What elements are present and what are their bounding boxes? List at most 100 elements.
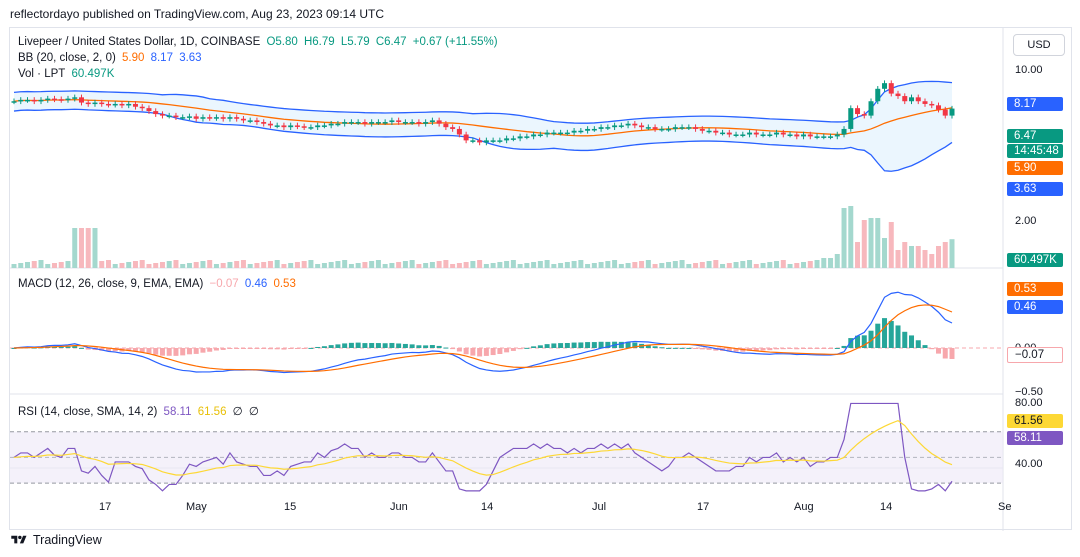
macd-hist-bar [645,344,651,348]
candle-body [490,140,496,142]
volume-bar [902,242,908,268]
chart-canvas[interactable] [10,28,1073,531]
candle-body [11,101,17,103]
volume-bar [497,262,503,268]
macd-hist-bar [335,344,341,348]
macd-hist-bar [308,347,314,349]
symbol-title[interactable]: Livepeer / United States Dollar, 1D, COI… [18,36,261,48]
volume-bar [801,262,807,268]
time-label-may: May [186,501,207,513]
candle-body [929,103,935,106]
macd-hist-bar [537,345,543,348]
candle-body [213,117,219,119]
rsi-label: RSI (14, close, SMA, 14, 2) [18,406,158,418]
macd-label: MACD (12, 26, close, 9, EMA, EMA) [18,278,204,290]
candle-body [139,106,145,109]
macd-hist-bar [328,345,334,348]
candle-body [24,99,30,102]
volume-bar [308,260,314,268]
price-tick-2: 2.00 [1015,215,1037,227]
candle-body [45,98,51,101]
volume-bar [126,262,132,268]
macd-hist-bar [240,348,246,349]
change-value: +0.67 (+11.55%) [412,36,498,48]
volume-bar [315,264,321,268]
macd-hist-bar [267,348,273,350]
candle-body [672,127,678,129]
candle-body [362,122,368,124]
publish-info: reflectordayo published on TradingView.c… [10,7,385,21]
candle-body [153,111,159,115]
macd-hist-bar [598,341,604,348]
candle-body [591,128,597,131]
macd-hist-bar [753,348,759,351]
candle-body [551,132,557,135]
macd-hist-bar [659,347,665,349]
candle-body [416,122,422,124]
volume-bar [159,262,165,268]
candle-body [261,122,267,124]
candle-body [733,134,739,136]
macd-hist-bar [193,348,199,354]
volume-bar [733,262,739,268]
volume-bar [450,264,456,268]
macd-legend[interactable]: MACD (12, 26, close, 9, EMA, EMA) −0.07 … [18,278,299,290]
macd-hist-bar [396,343,402,348]
volume-bar [281,264,287,268]
volume-bar [753,264,759,268]
rsi-ma-line [13,419,953,476]
candle-body [78,97,84,103]
macd-hist-bar [348,342,354,348]
time-label-14: 14 [481,501,494,513]
macd-hist-bar [247,348,253,349]
macd-hist-bar [477,348,483,357]
candle-body [888,83,894,94]
macd-hist-bar [173,348,179,356]
macd-signal-badge: 0.53 [1007,282,1063,296]
volume-bar [342,260,348,268]
macd-hist-bar [429,345,435,348]
candle-body [308,127,314,129]
candle-body [504,138,510,141]
footer-brand[interactable]: TradingView [10,533,102,547]
candle-body [679,127,685,129]
macd-hist-bar [585,342,591,348]
low-value: L5.79 [340,36,370,48]
volume-bar [429,262,435,268]
macd-hist-bar [423,345,429,348]
currency-button[interactable]: USD [1013,34,1065,56]
volume-bar [227,262,233,268]
macd-hist-bar [132,348,138,352]
macd-hist-bar [159,348,165,356]
candle-body [382,122,388,124]
volume-bar [105,260,111,268]
candle-body [470,140,476,142]
bb-lower-value: 3.63 [179,52,202,64]
macd-hist-bar [261,348,267,349]
rsi-ma-value: 61.56 [197,406,227,418]
macd-hist-bar [490,348,496,356]
candle-body [72,97,78,99]
candle-body [861,114,867,116]
volume-bar [713,260,719,268]
macd-hist-bar [882,318,888,348]
volume-bar [922,250,928,268]
candle-body [443,123,449,128]
bb-legend[interactable]: BB (20, close, 2, 0) 5.90 8.17 3.63 [18,52,205,64]
chart-frame[interactable]: Livepeer / United States Dollar, 1D, COI… [9,27,1073,531]
volume-legend[interactable]: Vol · LPT 60.497K [18,68,117,80]
macd-hist-bar [699,348,705,350]
bb-mid-line [13,98,953,137]
rsi-legend[interactable]: RSI (14, close, SMA, 14, 2) 58.11 61.56 … [18,404,262,418]
rsi-tick-80: 80.00 [1015,397,1043,409]
macd-hist-bar [888,320,894,348]
volume-bar [409,260,415,268]
macd-hist-bar [693,348,699,349]
macd-hist-bar [531,346,537,348]
macd-signal-value: 0.53 [273,278,296,290]
volume-bar [355,263,361,268]
candle-body [18,99,24,102]
volume-label: Vol · LPT [18,68,66,80]
volume-bar [855,242,861,268]
tradingview-logo-icon [11,535,27,544]
